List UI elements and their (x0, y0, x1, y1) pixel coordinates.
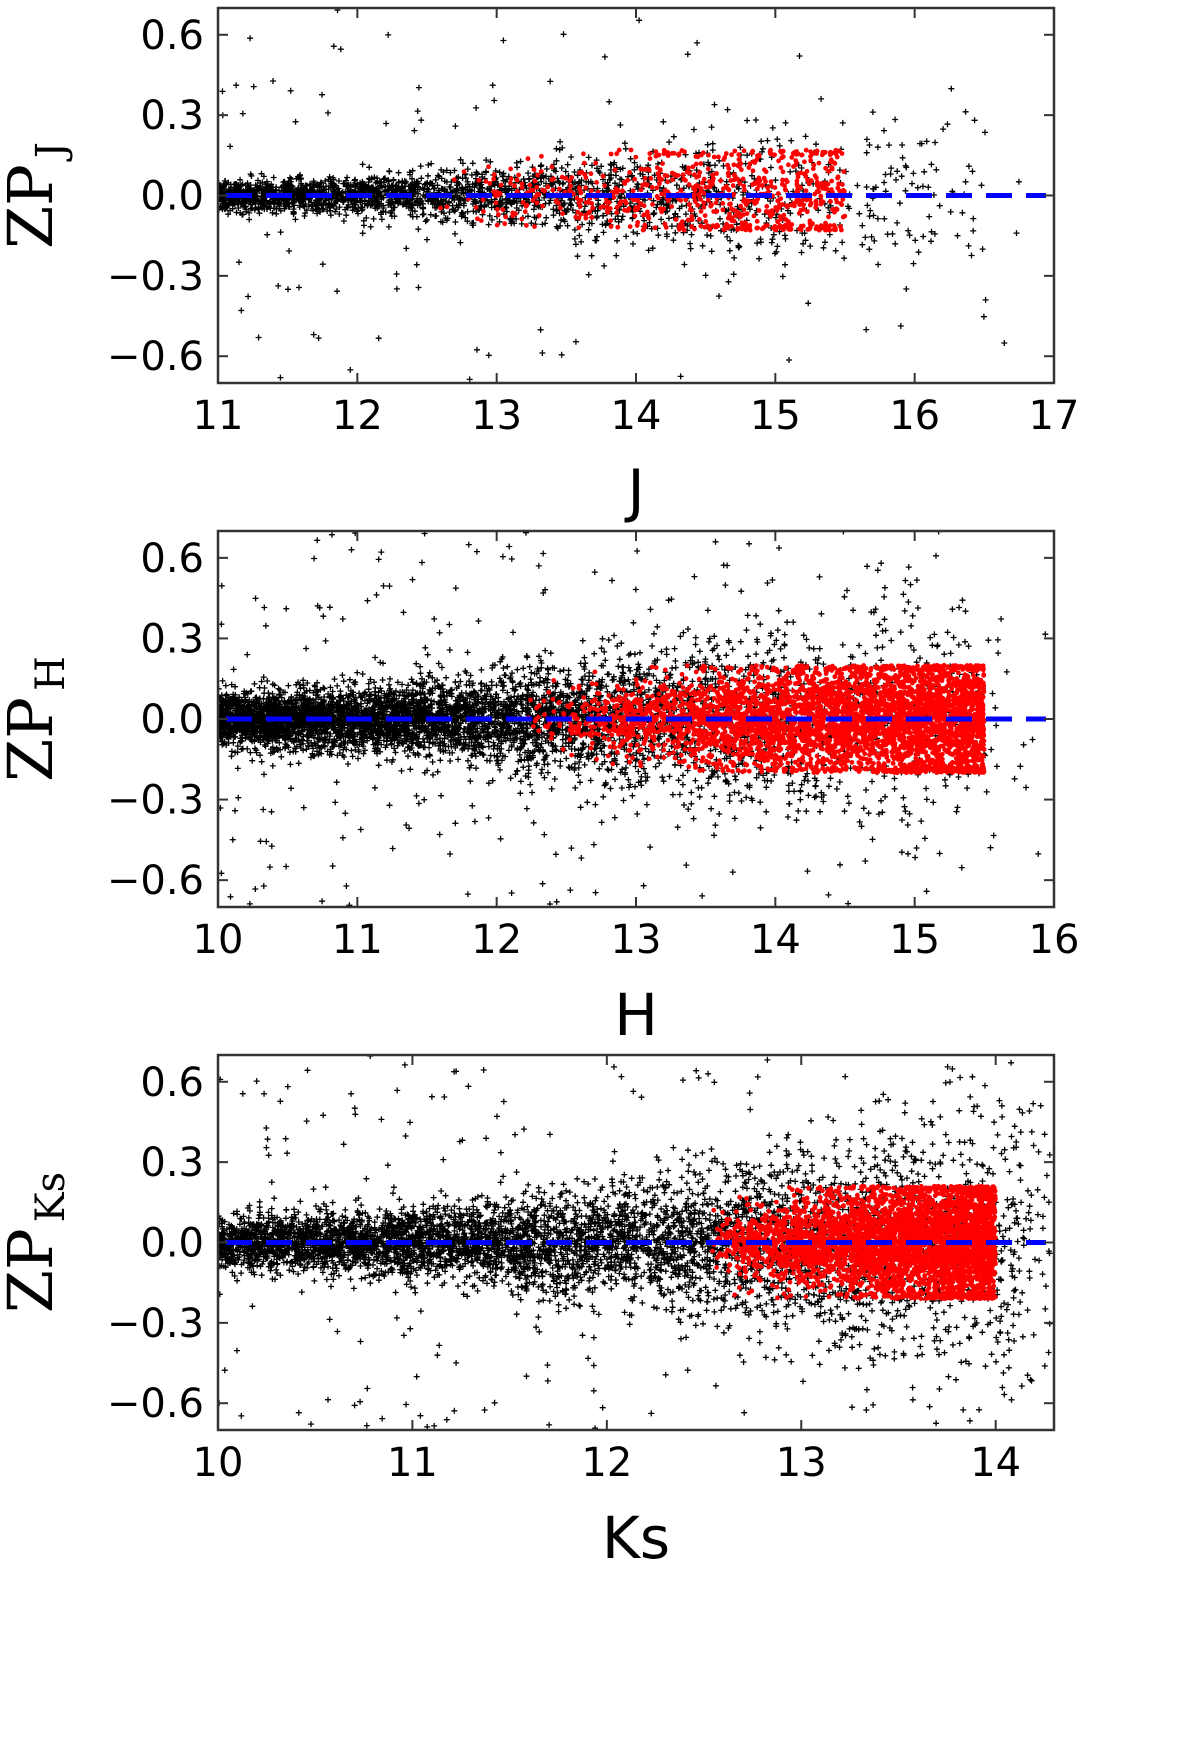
x-tick-label: 12 (332, 393, 383, 439)
panel-h-marks (218, 531, 1049, 907)
panel-ks-marks (218, 1055, 1053, 1430)
panel-j-all-stars (218, 8, 1022, 383)
y-tick-label: 0.0 (140, 697, 204, 743)
panel-h: 10 11 12 13 14 15 16 0.6 0.3 0.0 −0.3 −0.6 H ZP H (0, 529, 1080, 1049)
y-tick-label: 0.3 (140, 93, 204, 139)
x-tick-label: 16 (1029, 917, 1080, 963)
panel-ks-xlabel: Ks (602, 1504, 670, 1572)
x-tick-label: 12 (471, 917, 522, 963)
x-tick-label: 14 (611, 393, 662, 439)
panel-j: 11 12 13 14 15 16 170.60.30.0−0.3−0.6 J ZPJ (0, 6, 1080, 525)
panel-j-marks (218, 8, 1046, 383)
panel-h-ylabel: ZP H (0, 656, 74, 782)
x-tick-label: 15 (750, 393, 801, 439)
x-tick-label: 13 (471, 393, 522, 439)
x-tick-label: 12 (581, 1440, 632, 1486)
panel-ks-ticks: 10 11 12 13 14 0.6 0.3 0.0 −0.3 −0.6 (107, 1055, 1054, 1486)
y-tick-label: 0.6 (140, 13, 204, 59)
y-tick-label: −0.3 (107, 1301, 204, 1347)
x-tick-label: 14 (970, 1440, 1021, 1486)
panel-j-xlabel: J (624, 457, 644, 525)
y-tick-label: −0.3 (107, 254, 204, 300)
x-tick-label: 13 (611, 917, 662, 963)
panel-j-selected-stars (438, 147, 848, 233)
x-tick-label: 10 (193, 1440, 244, 1486)
panel-ks-ylabel-main: ZP (0, 1228, 67, 1313)
panel-j-ticks: 11 12 13 14 15 16 17 0.6 0.3 0.0 −0.3 −0.6 (107, 8, 1080, 439)
panel-j-ylabel-main: ZP (0, 164, 67, 249)
x-tick-label: 17 (1029, 393, 1080, 439)
panel-ks-ylabel-sub: Ks (28, 1172, 74, 1222)
panel-ks-ylabel: ZP Ks (0, 1172, 74, 1313)
y-tick-label: 0.0 (140, 1221, 204, 1267)
x-tick-label: 11 (193, 393, 244, 439)
x-tick-label: 14 (750, 917, 801, 963)
panel-h-xlabel: H (614, 981, 658, 1049)
panel-h-ticks: 10 11 12 13 14 15 16 0.6 0.3 0.0 −0.3 −0.6 (107, 531, 1080, 963)
panel-j-ylabel: ZPJ (0, 142, 74, 249)
y-tick-label: −0.3 (107, 778, 204, 824)
panel-j-ylabel-sub: J (28, 142, 74, 162)
panel-ks-selected-stars (710, 1183, 999, 1302)
y-tick-label: 0.6 (140, 536, 204, 582)
x-tick-label: 16 (889, 393, 940, 439)
y-tick-label: −0.6 (107, 1381, 204, 1427)
y-tick-label: −0.6 (107, 858, 204, 904)
x-tick-label: 13 (776, 1440, 827, 1486)
x-tick-label: 11 (387, 1440, 438, 1486)
x-tick-label: 11 (332, 917, 383, 963)
panel-h-ylabel-sub: H (28, 656, 74, 691)
y-tick-label: −0.6 (107, 334, 204, 380)
y-tick-label: 0.6 (140, 1060, 204, 1106)
x-tick-label: 10 (193, 917, 244, 963)
panel-h-ylabel-main: ZP (0, 697, 67, 782)
y-tick-label: 0.0 (140, 174, 204, 220)
x-tick-label: 15 (889, 917, 940, 963)
panel-ks: 10 11 12 13 14 0.6 0.3 0.0 −0.3 −0.6 Ks ZP Ks (0, 1053, 1056, 1572)
y-tick-label: 0.3 (140, 616, 204, 662)
y-tick-label: 0.3 (140, 1140, 204, 1186)
